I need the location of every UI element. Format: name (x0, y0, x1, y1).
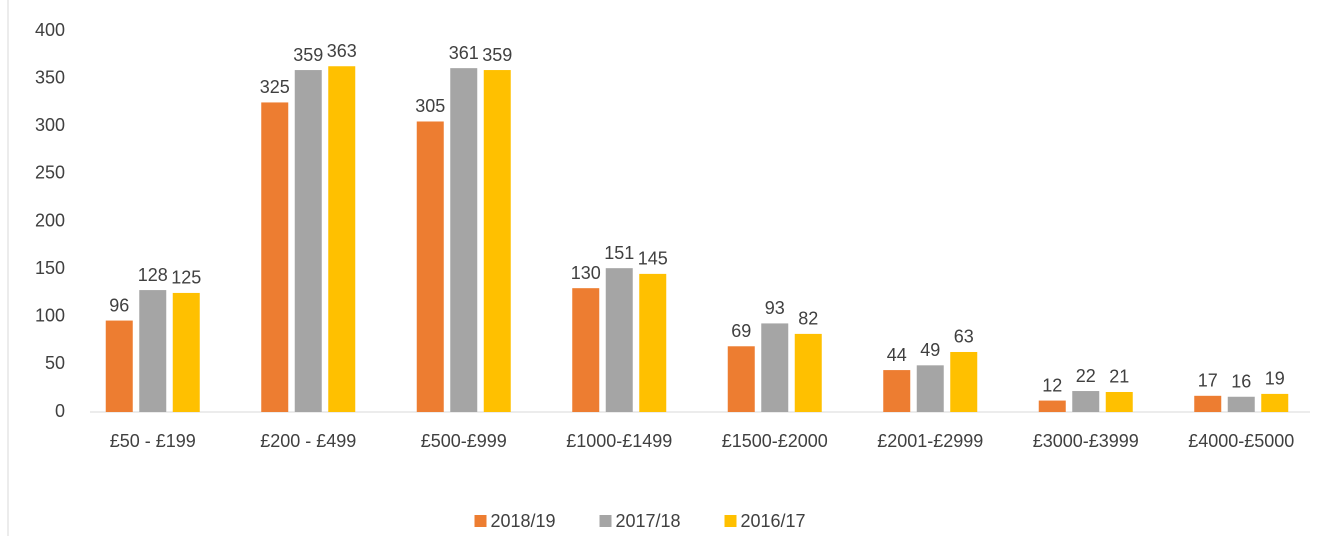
y-tick-label: 250 (35, 163, 65, 183)
bar (328, 66, 356, 413)
bar (172, 292, 200, 412)
bar (416, 121, 444, 413)
legend-swatch (724, 515, 737, 527)
x-tick-label: £1500-£2000 (722, 431, 828, 451)
data-label: 305 (415, 96, 445, 116)
bar (916, 365, 944, 412)
x-tick-label: £1000-£1499 (566, 431, 672, 451)
data-label: 125 (171, 268, 201, 288)
data-label: 130 (571, 263, 601, 283)
data-label: 82 (798, 309, 818, 329)
bar (105, 320, 133, 412)
data-label: 49 (920, 340, 940, 360)
x-tick-label: £3000-£3999 (1033, 431, 1139, 451)
data-label: 363 (327, 41, 357, 61)
data-label: 69 (731, 321, 751, 341)
bar (1072, 391, 1100, 412)
y-tick-label: 0 (55, 401, 65, 421)
bar (639, 273, 667, 412)
bar (483, 70, 511, 413)
data-label: 19 (1265, 369, 1285, 389)
legend-label: 2016/17 (741, 511, 806, 531)
y-tick-label: 350 (35, 67, 65, 87)
bar (727, 346, 755, 412)
bar (794, 333, 822, 412)
bar (294, 70, 322, 413)
data-label: 21 (1109, 367, 1129, 387)
legend-swatch (599, 515, 612, 527)
bar (139, 290, 167, 412)
data-label: 128 (138, 265, 168, 285)
bar (883, 370, 911, 412)
data-label: 63 (954, 327, 974, 347)
x-tick-label: £500-£999 (421, 431, 507, 451)
x-tick-label: £50 - £199 (110, 431, 196, 451)
bar (1261, 393, 1289, 412)
bar (261, 102, 289, 412)
data-label: 361 (449, 43, 479, 63)
bar (1105, 391, 1133, 412)
y-tick-label: 200 (35, 210, 65, 230)
x-tick-label: £4000-£5000 (1188, 431, 1294, 451)
legend-swatch (474, 515, 487, 527)
legend-label: 2018/19 (491, 511, 556, 531)
bar (605, 268, 633, 412)
x-tick-label: £2001-£2999 (877, 431, 983, 451)
data-label: 12 (1042, 375, 1062, 395)
bar (761, 323, 789, 412)
bar (1194, 395, 1222, 412)
y-tick-label: 100 (35, 306, 65, 326)
data-label: 151 (604, 243, 634, 263)
data-label: 16 (1231, 372, 1251, 392)
legend-label: 2017/18 (616, 511, 681, 531)
bar (950, 351, 978, 412)
data-label: 145 (638, 249, 668, 269)
data-label: 359 (482, 45, 512, 65)
y-tick-label: 150 (35, 258, 65, 278)
data-label: 359 (293, 45, 323, 65)
data-label: 325 (260, 77, 290, 97)
bar (1038, 400, 1066, 412)
bar (572, 288, 600, 412)
bar (1227, 396, 1255, 412)
data-label: 22 (1076, 366, 1096, 386)
data-label: 96 (109, 295, 129, 315)
data-label: 44 (887, 345, 907, 365)
x-tick-label: £200 - £499 (260, 431, 356, 451)
y-tick-label: 50 (45, 353, 65, 373)
y-tick-label: 300 (35, 115, 65, 135)
data-label: 17 (1198, 371, 1218, 391)
y-tick-label: 400 (35, 20, 65, 40)
data-label: 93 (765, 298, 785, 318)
bar (450, 68, 478, 413)
